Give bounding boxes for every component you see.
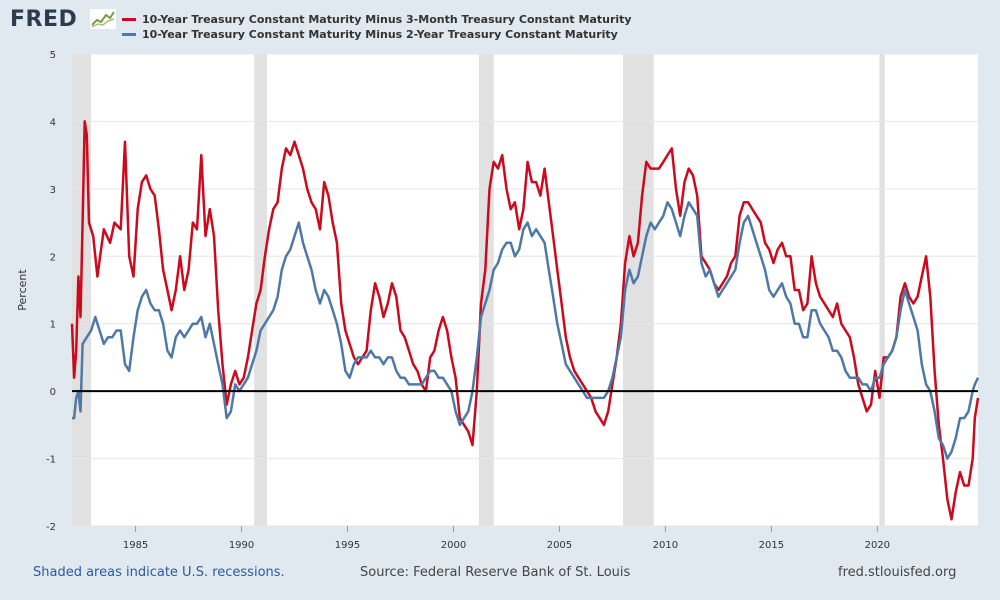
legend-swatch-red <box>122 18 136 21</box>
legend-label: 10-Year Treasury Constant Maturity Minus… <box>142 13 632 26</box>
recession-band <box>879 54 885 526</box>
x-tick-label: 2005 <box>547 540 572 551</box>
line-graph-icon <box>90 9 116 29</box>
y-tick-label: -2 <box>46 522 56 533</box>
legend-label: 10-Year Treasury Constant Maturity Minus… <box>142 28 618 41</box>
x-axis-ticks: 1985 1990 1995 2000 2005 2010 2015 2020 <box>123 526 890 551</box>
x-tick-label: 1990 <box>229 540 254 551</box>
x-tick-label: 2020 <box>865 540 890 551</box>
y-tick-label: 5 <box>50 50 56 61</box>
series-lines <box>70 120 980 521</box>
y-tick-label: -1 <box>46 455 56 466</box>
x-tick-label: 2000 <box>441 540 466 551</box>
chart-legend: 10-Year Treasury Constant Maturity Minus… <box>122 12 632 42</box>
y-tick-label: 0 <box>50 387 56 398</box>
series-line-10y-minus-2y[interactable] <box>72 201 980 460</box>
y-axis-ticks: -2 -1 0 1 2 3 4 5 <box>46 50 56 533</box>
y-tick-label: 4 <box>50 117 56 128</box>
x-tick-label: 1985 <box>123 540 148 551</box>
source-text: Source: Federal Reserve Bank of St. Loui… <box>360 565 631 580</box>
legend-item-10y-minus-2y[interactable]: 10-Year Treasury Constant Maturity Minus… <box>122 27 632 42</box>
y-tick-label: 2 <box>50 252 56 263</box>
x-tick-label: 2015 <box>759 540 784 551</box>
recession-band <box>478 54 494 526</box>
legend-item-10y-minus-3m[interactable]: 10-Year Treasury Constant Maturity Minus… <box>122 12 632 27</box>
x-tick-label: 1995 <box>335 540 360 551</box>
plot-area <box>72 54 978 526</box>
y-tick-label: 1 <box>50 320 56 331</box>
site-url[interactable]: fred.stlouisfed.org <box>838 565 957 580</box>
fred-logo[interactable]: FRED <box>10 7 78 32</box>
recession-note-link[interactable]: Shaded areas indicate U.S. recessions. <box>33 565 285 580</box>
recession-shading-group <box>72 54 885 526</box>
series-line-10y-minus-3m[interactable] <box>70 120 980 521</box>
recession-band <box>623 54 654 526</box>
y-tick-label: 3 <box>50 185 56 196</box>
x-tick-label: 2010 <box>653 540 678 551</box>
y-axis-title: Percent <box>16 269 29 311</box>
legend-swatch-blue <box>122 33 136 36</box>
